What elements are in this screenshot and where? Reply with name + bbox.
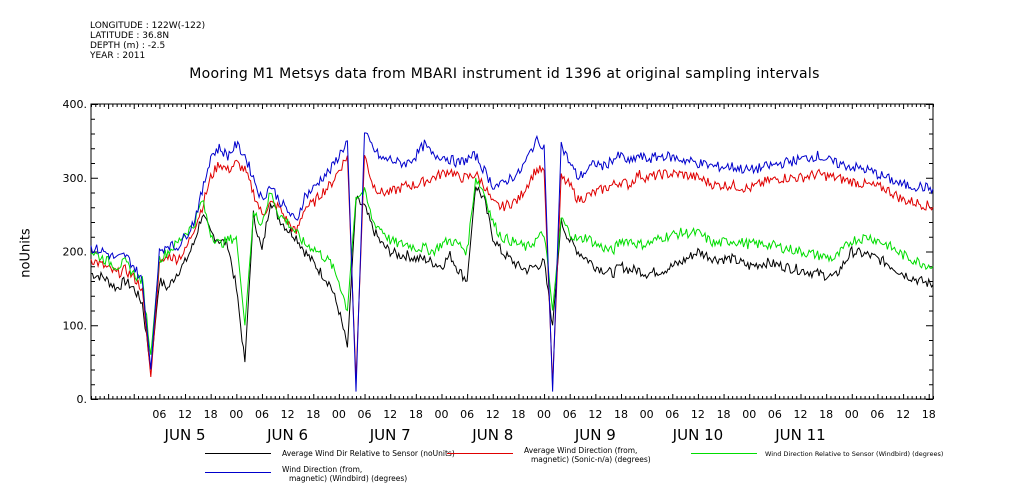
x-hour-label: 18 [614,408,628,421]
y-tick-label: 300. [63,172,88,185]
x-day-label: JUN 10 [672,426,723,444]
legend-label-2a: Average Wind Direction (from, [524,446,638,455]
y-tick-label: 200. [63,246,88,259]
x-day-label: JUN 7 [369,426,411,444]
x-hour-label: 12 [178,408,192,421]
legend-label-4b: magnetic) (Windbird) (degrees) [289,474,408,483]
x-hour-label: 12 [281,408,295,421]
series-line-2 [90,155,934,385]
x-hour-label: 18 [717,408,731,421]
x-day-label: JUN 9 [574,426,616,444]
legend-label-1: Average Wind Dir Relative to Sensor (noU… [282,449,455,458]
longitude-text: LONGITUDE : 122W(-122) [90,21,206,31]
series-line-3 [90,177,934,355]
year-text: YEAR : 2011 [90,51,146,61]
legend-label-3: Wind Direction Relative to Sensor (Windb… [765,450,944,458]
series-line-1 [90,186,934,370]
series-4 [90,132,934,392]
chart-title: Mooring M1 Metsys data from MBARI instru… [189,66,820,82]
latitude-text: LATITUDE : 36.8N [90,31,170,41]
x-hour-label: 12 [588,408,602,421]
x-hour-label: 00 [332,408,346,421]
x-hour-label: 00 [742,408,756,421]
x-hour-label: 06 [152,408,166,421]
x-hour-label: 18 [511,408,525,421]
depth-text: DEPTH (m) : -2.5 [90,41,166,51]
legend-line-red [447,453,513,454]
metadata-block: LONGITUDE : 122W(-122) LATITUDE : 36.8N … [90,21,205,61]
x-day-label: JUN 11 [774,426,825,444]
legend-label-4a: Wind Direction (from, [282,465,363,474]
x-day-label: JUN 8 [471,426,513,444]
y-tick-label: 100. [63,319,88,332]
x-hour-label: 00 [537,408,551,421]
x-hour-label: 18 [204,408,218,421]
x-hour-label: 18 [409,408,423,421]
series-3 [90,177,934,355]
x-hour-label: 00 [640,408,654,421]
x-hour-label: 12 [383,408,397,421]
y-tick-label: 0. [77,393,88,406]
x-hour-label: 00 [229,408,243,421]
x-hour-label: 18 [819,408,833,421]
x-hour-label: 06 [665,408,679,421]
series-line-4 [90,132,934,392]
x-hour-label: 06 [768,408,782,421]
x-hour-label: 06 [563,408,577,421]
x-day-label: JUN 5 [164,426,206,444]
x-hour-label: 18 [922,408,936,421]
legend-line-green [691,453,757,454]
x-hour-label: 12 [896,408,910,421]
series-1 [90,186,934,370]
x-hour-label: 00 [434,408,448,421]
legend-label-2b: magnetic) (Sonic-n/a) (degrees) [531,455,651,464]
legend-line-black [205,453,271,454]
plot-frame [90,103,934,400]
y-tick-label: 400. [63,98,88,111]
x-hour-label: 06 [358,408,372,421]
x-hour-label: 12 [486,408,500,421]
legend-line-blue [205,472,271,473]
series-2 [90,155,934,385]
x-hour-label: 00 [845,408,859,421]
x-hour-label: 06 [255,408,269,421]
x-hour-label: 12 [691,408,705,421]
x-hour-label: 12 [794,408,808,421]
x-day-label: JUN 6 [266,426,308,444]
x-hour-label: 06 [870,408,884,421]
x-hour-label: 18 [306,408,320,421]
x-hour-label: 06 [460,408,474,421]
